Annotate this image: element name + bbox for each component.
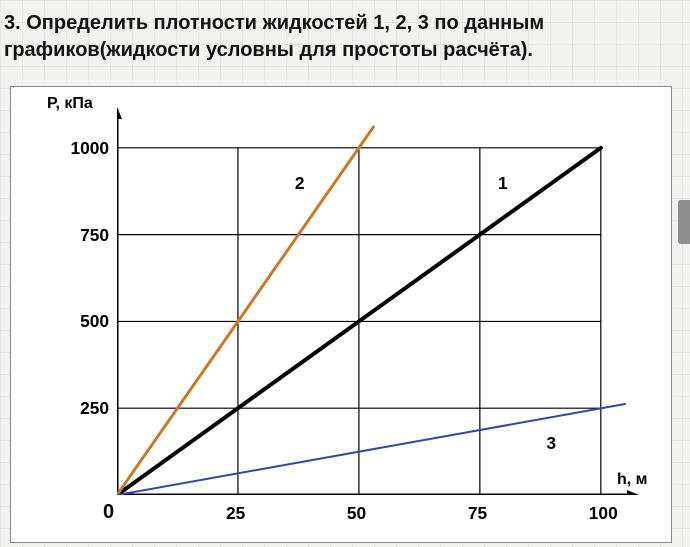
y-tick-label: 750 xyxy=(80,225,109,246)
x-axis-label: h, м xyxy=(617,471,648,489)
heading-line-2: графиков(жидкости условны для простоты р… xyxy=(4,39,533,61)
y-tick-label: 500 xyxy=(80,311,109,332)
side-tab-handle[interactable] xyxy=(678,200,690,244)
x-tick-label: 75 xyxy=(468,503,487,524)
series-label-1: 1 xyxy=(498,173,508,194)
y-axis-label: Р, кПа xyxy=(47,95,93,113)
series-label-2: 2 xyxy=(295,173,305,194)
y-tick-label: 1000 xyxy=(70,138,109,159)
heading-line-1: 3. Определить плотности жидкостей 1, 2, … xyxy=(4,12,544,34)
task-heading: 3. Определить плотности жидкостей 1, 2, … xyxy=(0,10,664,64)
origin-label: 0 xyxy=(103,501,114,524)
x-tick-label: 25 xyxy=(226,503,245,524)
x-tick-label: 100 xyxy=(589,503,618,524)
series-label-3: 3 xyxy=(546,433,556,454)
chart-frame: Р, кПа 0 h, м 250 500 750 1000 25 50 75 100 1 2 3 xyxy=(10,86,672,543)
x-tick-label: 50 xyxy=(347,503,366,524)
chart-svg xyxy=(117,107,645,495)
y-tick-label: 250 xyxy=(80,398,109,419)
